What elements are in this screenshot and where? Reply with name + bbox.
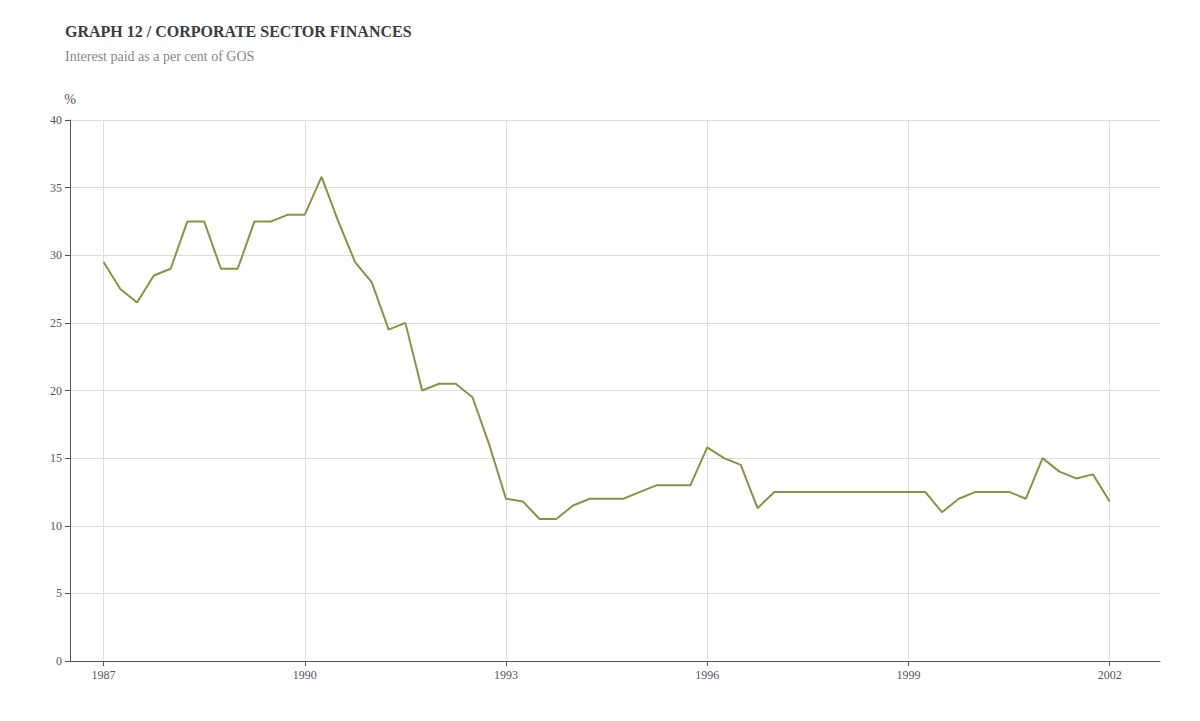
svg-text:30: 30 [50,248,62,262]
svg-text:0: 0 [56,654,62,668]
svg-text:1993: 1993 [494,668,518,682]
svg-text:Interest paid as a per cent of: Interest paid as a per cent of GOS [65,49,254,64]
svg-text:1996: 1996 [695,668,719,682]
svg-text:20: 20 [50,384,62,398]
svg-text:5: 5 [56,586,62,600]
svg-text:2002: 2002 [1098,668,1122,682]
svg-text:10: 10 [50,519,62,533]
svg-text:GRAPH 12 / CORPORATE SECTOR FI: GRAPH 12 / CORPORATE SECTOR FINANCES [65,23,412,40]
svg-text:%: % [64,92,76,107]
svg-text:1999: 1999 [896,668,920,682]
svg-text:1987: 1987 [92,668,116,682]
svg-text:25: 25 [50,316,62,330]
svg-text:15: 15 [50,451,62,465]
svg-text:35: 35 [50,181,62,195]
svg-text:1990: 1990 [293,668,317,682]
svg-text:40: 40 [50,113,62,127]
